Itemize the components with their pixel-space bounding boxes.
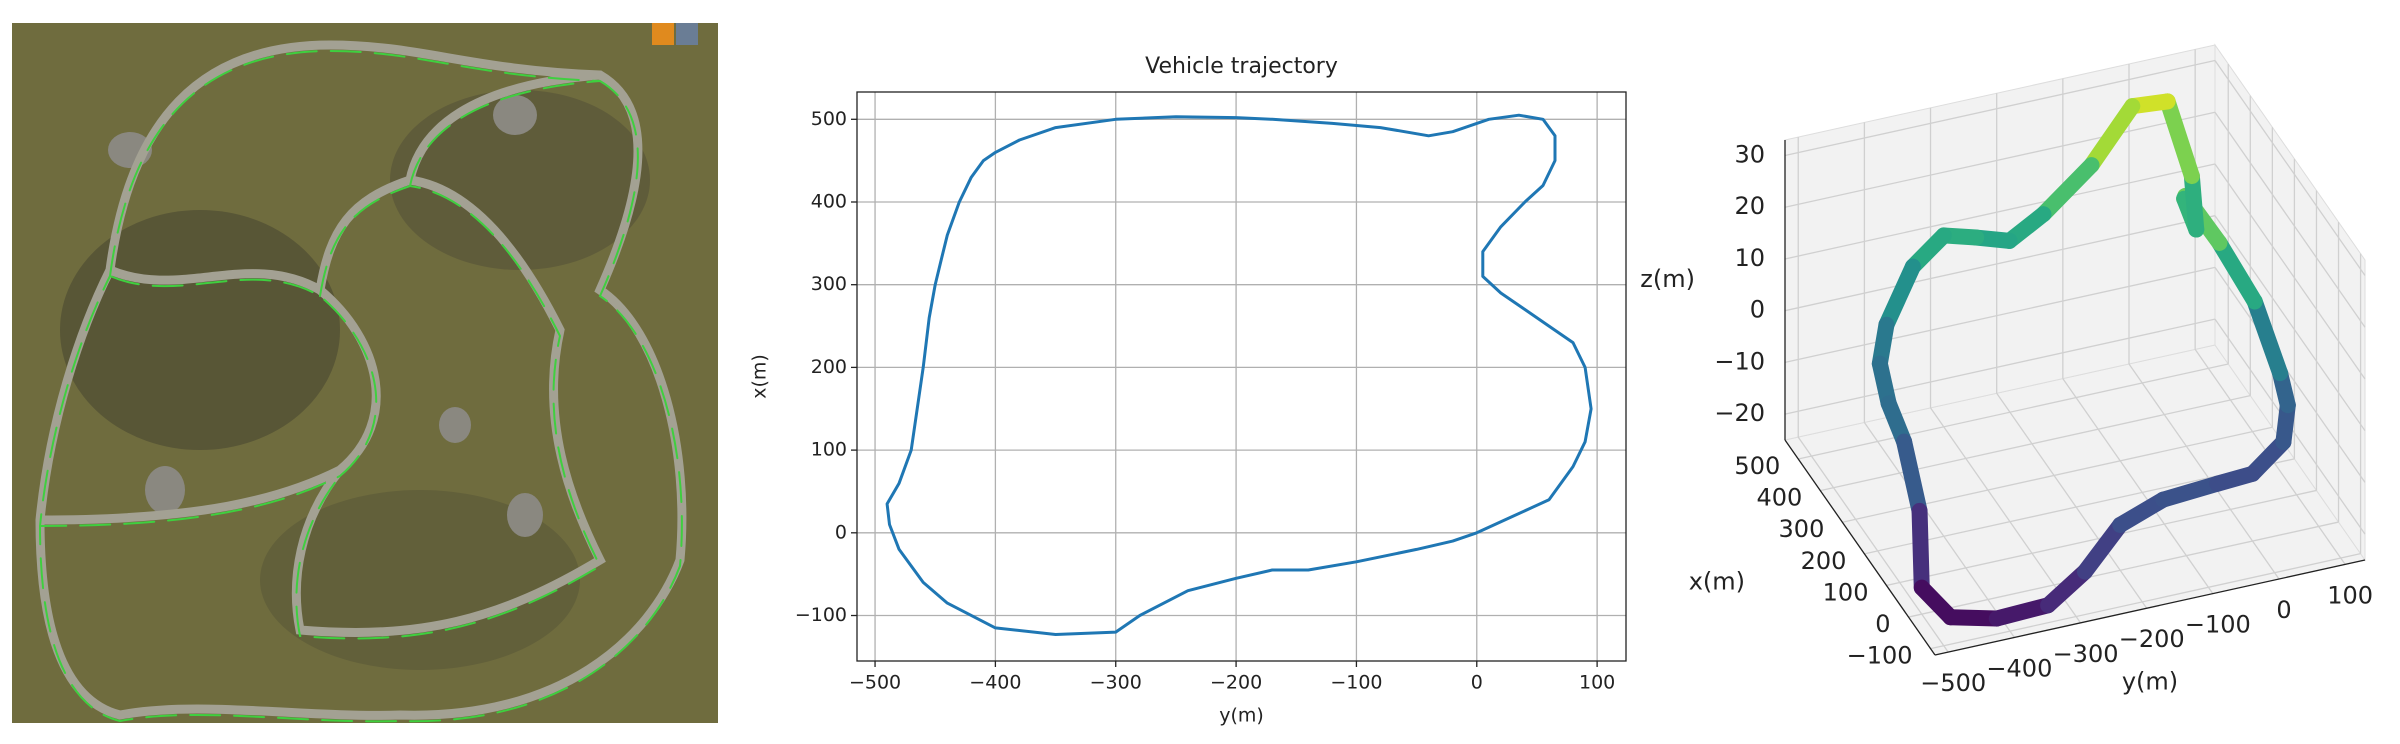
x-tick-label: 0 xyxy=(1471,672,1483,694)
axis-line xyxy=(1784,439,1936,656)
grid-line xyxy=(1784,215,2216,312)
map-rock xyxy=(493,95,537,135)
trajectory-2d: −500 −400 −300 −200 −100 0 100 −100 0 100 200 300 40… xyxy=(749,54,1627,727)
x-axis-label: y(m) xyxy=(2122,668,2178,696)
grid-line xyxy=(1797,436,1949,653)
axis-line xyxy=(1934,559,2366,656)
grid-line xyxy=(2214,267,2366,483)
x-tick-label: −200 xyxy=(2119,625,2185,653)
x-tick-label: −100 xyxy=(1330,672,1382,694)
chart-title: Vehicle trajectory xyxy=(1145,54,1338,79)
y-tick-label: 300 xyxy=(1779,515,1825,543)
y-tick-label: 500 xyxy=(811,108,847,130)
z-tick-label: 20 xyxy=(1734,192,1765,220)
grid-line xyxy=(1863,422,2015,638)
x-tick-label: −400 xyxy=(1986,654,2052,682)
trajectory-segment xyxy=(2040,563,2093,614)
trajectory-segment xyxy=(2112,491,2172,533)
z-axis-label: z(m) xyxy=(1640,265,1695,293)
y-tick-label: 300 xyxy=(811,273,847,295)
plot-frame xyxy=(856,91,1627,662)
x-tick-label: −100 xyxy=(2185,611,2251,639)
trajectory-segment xyxy=(2035,157,2100,223)
y-tick-label: −100 xyxy=(1847,642,1913,670)
z-tick-label: −20 xyxy=(1714,399,1765,427)
map-shade xyxy=(60,210,340,450)
side-pane xyxy=(2214,43,2366,562)
trajectory-segment xyxy=(1896,433,1928,519)
trajectory-segment xyxy=(2159,93,2200,185)
map-rock xyxy=(439,407,471,443)
grid-line xyxy=(1784,111,2216,208)
trajectory-segment xyxy=(2246,293,2289,382)
trajectory-line xyxy=(885,113,1593,636)
x-tick-label: −400 xyxy=(969,672,1021,694)
map-shade xyxy=(390,90,650,270)
trajectory-segment xyxy=(2076,516,2129,580)
y-tick-label: 400 xyxy=(811,190,847,212)
trajectory-3d: −500−400−300−200−1000100−100010020030040… xyxy=(1640,43,2373,697)
grid-line xyxy=(1820,394,2251,492)
trajectory-segment xyxy=(1988,597,2057,627)
grid-line xyxy=(2128,363,2280,580)
x-axis-label: y(m) xyxy=(1219,705,1264,727)
z-tick-label: 30 xyxy=(1734,141,1765,169)
grid-line xyxy=(1784,266,2216,364)
map-rock xyxy=(507,493,543,537)
z-tick-label: 10 xyxy=(1734,244,1765,272)
map-icon xyxy=(652,23,674,45)
map-roads xyxy=(35,40,687,723)
x-tick-label: 100 xyxy=(2327,581,2373,609)
trajectory-segment xyxy=(2083,98,2141,174)
y-tick-label: 100 xyxy=(811,439,847,461)
y-tick-label: −100 xyxy=(795,604,847,626)
map-icon xyxy=(676,23,698,45)
grid-line xyxy=(1930,407,2082,624)
x-tick-label: −500 xyxy=(849,672,901,694)
road-edge xyxy=(38,49,683,723)
grid-line xyxy=(2214,215,2366,432)
grid-line xyxy=(1784,59,2216,157)
grid-line xyxy=(1798,363,2229,460)
trajectory-segment xyxy=(2209,465,2261,492)
map-shade xyxy=(260,490,580,670)
y-tick-label: 500 xyxy=(1734,452,1780,480)
x-tick-label: −200 xyxy=(1210,672,1262,694)
map-rock xyxy=(145,466,185,514)
grid-line xyxy=(2062,378,2214,594)
grid-line xyxy=(1908,521,2339,618)
grid-line xyxy=(1930,553,2361,650)
grid-line xyxy=(2214,60,2366,276)
y-tick-label: 100 xyxy=(1823,578,1869,606)
y-tick-label: 200 xyxy=(1801,547,1847,575)
z-tick-label: 0 xyxy=(1750,296,1765,324)
y-tick-label: 0 xyxy=(1875,610,1890,638)
grid-line xyxy=(1784,163,2216,260)
trajectory-segment xyxy=(2155,475,2226,508)
x-tick-label: 100 xyxy=(1579,672,1615,694)
trajectory-segment xyxy=(1911,502,1930,596)
grid-line xyxy=(1784,318,2216,415)
y-tick-label: 200 xyxy=(811,356,847,378)
x-tick-label: −500 xyxy=(1920,669,1986,697)
x-tick-label: −300 xyxy=(2053,640,2119,668)
y-tick-label: 0 xyxy=(835,521,847,543)
grid-line xyxy=(1996,392,2148,609)
grid-line xyxy=(2214,163,2366,380)
trajectory-segment xyxy=(2211,234,2263,310)
x-tick-label: −300 xyxy=(1090,672,1142,694)
trajectory-segment xyxy=(2183,168,2205,238)
grid-line xyxy=(2214,111,2366,328)
y-axis-label: x(m) xyxy=(1689,568,1745,596)
y-axis-label: x(m) xyxy=(749,354,771,399)
x-tick-label: 0 xyxy=(2276,596,2291,624)
z-tick-label: −10 xyxy=(1714,347,1765,375)
y-tick-label: 400 xyxy=(1756,484,1802,512)
trajectory-segment xyxy=(1878,258,1921,333)
terrain-map xyxy=(12,23,718,723)
